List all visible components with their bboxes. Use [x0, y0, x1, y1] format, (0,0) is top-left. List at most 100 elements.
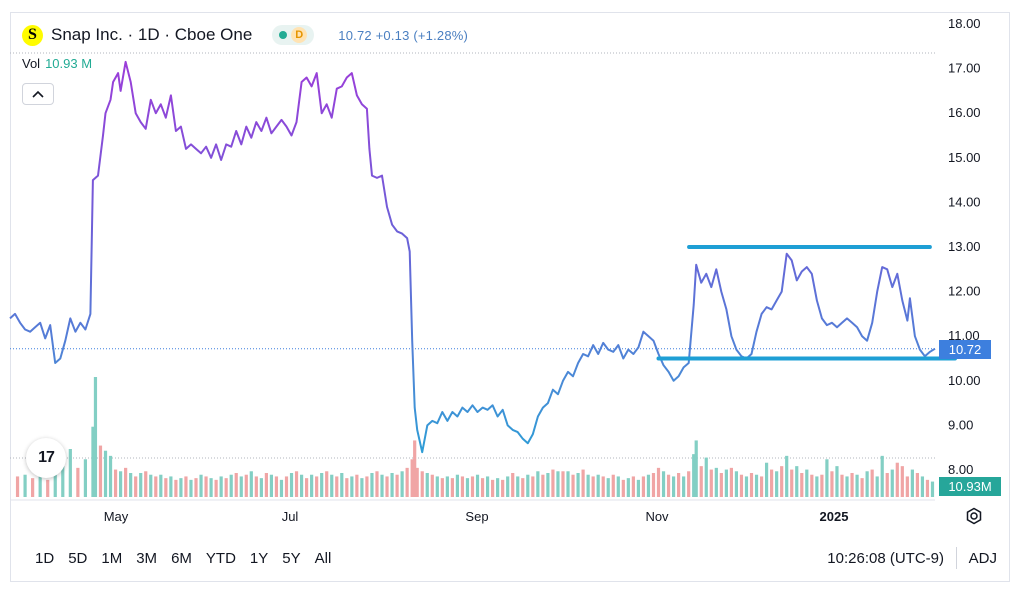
- volume-bar: [204, 476, 208, 497]
- volume-bar: [835, 466, 839, 497]
- volume-bar: [380, 474, 384, 497]
- tradingview-logo-icon[interactable]: 17: [26, 438, 66, 478]
- volume-bar: [704, 457, 708, 497]
- volume-bar: [415, 467, 419, 497]
- y-tick-label: 13.00: [948, 239, 981, 254]
- volume-bar: [475, 474, 480, 497]
- volume-bar: [845, 476, 849, 497]
- volume-bar: [780, 466, 784, 497]
- volume-bar: [621, 479, 625, 497]
- volume-bar: [920, 476, 925, 497]
- volume-bar: [129, 473, 133, 497]
- volume-bar: [214, 479, 218, 497]
- y-tick-label: 17.00: [948, 61, 981, 76]
- volume-bar: [169, 476, 173, 497]
- volume-bar: [15, 476, 20, 497]
- range-button-3m[interactable]: 3M: [136, 549, 158, 567]
- volume-bar: [714, 467, 718, 497]
- volume-bar: [694, 440, 698, 497]
- range-button-5y[interactable]: 5Y: [282, 549, 301, 567]
- volume-bar: [325, 471, 329, 497]
- volume-bar: [83, 459, 88, 497]
- volume-bar: [194, 478, 198, 497]
- axis-settings-icon[interactable]: [963, 505, 985, 527]
- volume-bar: [636, 479, 640, 497]
- y-tick-label: 14.00: [948, 194, 981, 209]
- volume-bar: [516, 476, 520, 497]
- volume-bar: [531, 476, 535, 497]
- volume-bar: [749, 473, 754, 497]
- range-button-1m[interactable]: 1M: [101, 549, 123, 567]
- volume-bar: [785, 455, 789, 497]
- volume-bar: [31, 478, 35, 497]
- volume-bar: [576, 473, 580, 497]
- volume-bar: [860, 478, 864, 497]
- volume-bar: [729, 467, 733, 497]
- volume-bar: [23, 474, 27, 497]
- market-status[interactable]: D: [272, 25, 315, 45]
- volume-bar: [880, 455, 884, 497]
- volume-value: 10.93 M: [45, 56, 93, 71]
- volume-bar: [159, 474, 163, 497]
- volume-bar: [390, 473, 394, 497]
- volume-bar: [930, 481, 935, 497]
- range-button-ytd[interactable]: YTD: [205, 549, 236, 567]
- volume-bar: [641, 476, 646, 497]
- volume-bar: [360, 478, 364, 497]
- volume-bar: [571, 474, 575, 497]
- volume-bar: [682, 476, 686, 497]
- volume-bar: [556, 471, 560, 497]
- range-button-5d[interactable]: 5D: [68, 549, 88, 567]
- volume-bar: [511, 473, 515, 497]
- volume-bar: [586, 474, 590, 497]
- symbol-title[interactable]: Snap Inc. · 1D · Cboe One: [51, 25, 253, 44]
- volume-bar: [154, 476, 158, 497]
- volume-bar: [425, 473, 429, 497]
- range-button-1y[interactable]: 1Y: [249, 549, 269, 567]
- range-button-1d[interactable]: 1D: [35, 549, 55, 567]
- collapse-legend-button[interactable]: [22, 83, 54, 105]
- volume-bar: [149, 474, 153, 497]
- volume-bar: [754, 474, 759, 497]
- volume-bar: [810, 474, 814, 497]
- y-tick-label: 8.00: [948, 462, 973, 477]
- toolbar-divider: [956, 547, 957, 569]
- volume-bar: [646, 474, 651, 497]
- volume-bar: [179, 478, 183, 497]
- volume-bar: [895, 462, 899, 497]
- range-button-6m[interactable]: 6M: [171, 549, 192, 567]
- volume-bar: [470, 476, 475, 497]
- volume-bar: [365, 476, 369, 497]
- volume-bar: [601, 476, 605, 497]
- volume-bar: [335, 476, 339, 497]
- volume-bar: [850, 473, 854, 497]
- delayed-data-icon: D: [291, 27, 308, 43]
- volume-bar: [445, 476, 449, 497]
- volume-bar: [38, 476, 42, 497]
- volume-bar: [800, 473, 804, 497]
- volume-bar: [289, 473, 294, 497]
- volume-bar: [310, 474, 314, 497]
- volume-bar: [61, 450, 65, 497]
- volume-bar: [234, 473, 238, 497]
- y-tick-label: 15.00: [948, 150, 981, 165]
- volume-bar: [284, 476, 289, 497]
- x-tick-label: Jul: [282, 509, 299, 524]
- volume-bar: [254, 476, 258, 497]
- range-selector: 1D 5D 1M 3M 6M YTD 1Y 5Y All: [28, 550, 338, 567]
- adj-button[interactable]: ADJ: [968, 549, 997, 567]
- volume-bar: [239, 476, 243, 497]
- clock[interactable]: 10:26:08 (UTC-9): [827, 549, 944, 567]
- volume-bar: [305, 478, 309, 497]
- range-button-all[interactable]: All: [314, 549, 332, 567]
- volume-bar: [661, 471, 666, 497]
- volume-bar: [219, 476, 223, 497]
- volume-bar: [370, 473, 374, 497]
- volume-bar: [108, 455, 113, 497]
- volume-bar: [465, 478, 470, 497]
- volume-bar: [885, 473, 889, 497]
- volume-bar: [330, 474, 334, 497]
- x-tick-label: Nov: [645, 509, 669, 524]
- volume-bar: [229, 474, 233, 497]
